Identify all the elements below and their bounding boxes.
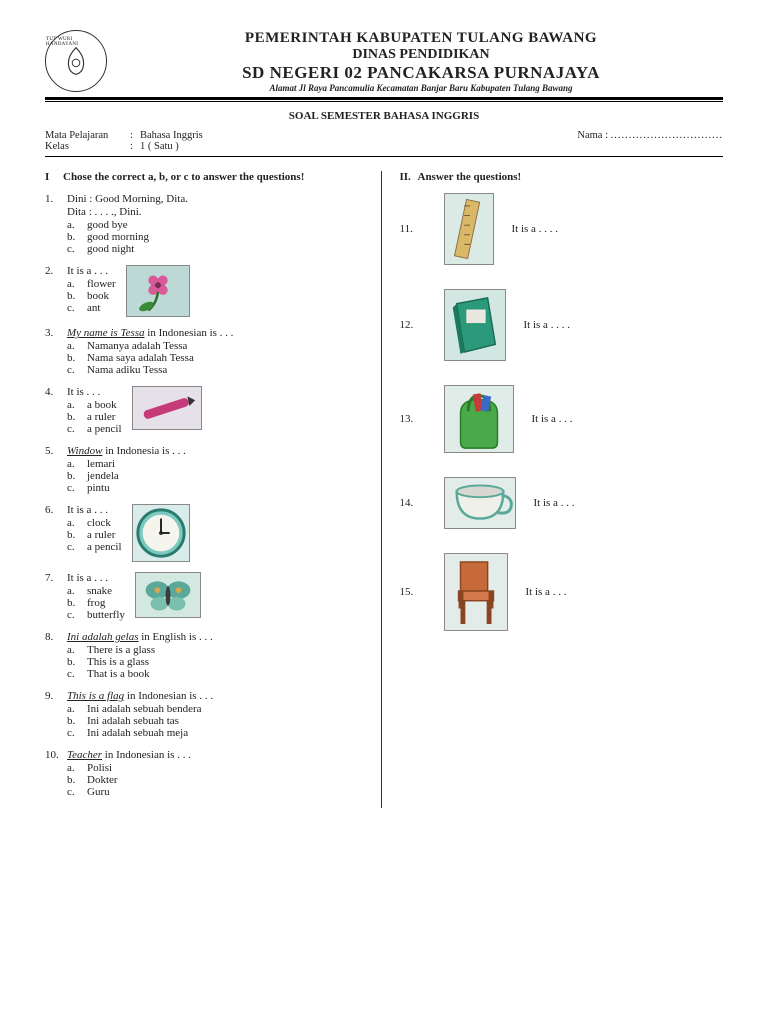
meta-left: Mata Pelajaran : Bahasa Inggris Kelas : …: [45, 130, 203, 152]
option: a.Polisi: [67, 762, 369, 774]
option: c.Ini adalah sebuah meja: [67, 727, 369, 739]
section2-head: II. Answer the questions!: [400, 171, 724, 183]
ruler-icon: [444, 193, 494, 265]
option: c.a pencil: [67, 541, 122, 553]
header-line4: Alamat Jl Raya Pancamulia Kecamatan Banj…: [119, 83, 723, 93]
option: a.lemari: [67, 458, 369, 470]
book-icon: [444, 289, 506, 361]
section1-head: I Chose the correct a, b, or c to answer…: [45, 171, 369, 183]
option: c.That is a book: [67, 668, 369, 680]
exam-title: SOAL SEMESTER BAHASA INGGRIS: [45, 110, 723, 122]
option: a.flower: [67, 278, 116, 290]
option: a.Ini adalah sebuah bendera: [67, 703, 369, 715]
logo-icon: [57, 42, 95, 80]
option: c.Nama adiku Tessa: [67, 364, 369, 376]
question: 15. It is a . . .: [400, 553, 724, 631]
question: 12. It is a . . . .: [400, 289, 724, 361]
header-line2: DINAS PENDIDIKAN: [119, 47, 723, 63]
question: 8.Ini adalah gelas in English is . . .a.…: [45, 631, 369, 680]
document-header: TUT WURI HANDAYANI PEMERINTAH KABUPATEN …: [45, 30, 723, 93]
subject-value: Bahasa Inggris: [140, 130, 203, 141]
option: a.a book: [67, 399, 122, 411]
question: 11. It is a . . . .: [400, 193, 724, 265]
option: b.Ini adalah sebuah tas: [67, 715, 369, 727]
option: c.ant: [67, 302, 116, 314]
chair-icon: [444, 553, 508, 631]
question: 6.It is a . . .a.clockb.a rulerc.a penci…: [45, 504, 369, 562]
column-right: II. Answer the questions! 11. It is a . …: [382, 171, 724, 808]
logo: TUT WURI HANDAYANI: [45, 30, 107, 92]
subject-label: Mata Pelajaran: [45, 130, 130, 141]
class-value: 1 ( Satu ): [140, 141, 179, 152]
question: 2.It is a . . .a.flowerb.bookc.ant: [45, 265, 369, 317]
question: 13. It is a . . .: [400, 385, 724, 453]
question: 5.Window in Indonesia is . . .a.lemarib.…: [45, 445, 369, 494]
option: b.good morning: [67, 231, 369, 243]
content: I Chose the correct a, b, or c to answer…: [45, 171, 723, 808]
header-line3: SD NEGERI 02 PANCAKARSA PURNAJAYA: [119, 63, 723, 83]
option: a.good bye: [67, 219, 369, 231]
option: b.This is a glass: [67, 656, 369, 668]
option: c.good night: [67, 243, 369, 255]
name-label: Nama: [577, 130, 602, 141]
question: 14. It is a . . .: [400, 477, 724, 529]
option: c.Guru: [67, 786, 369, 798]
option: c.a pencil: [67, 423, 122, 435]
logo-text: TUT WURI HANDAYANI: [46, 37, 106, 47]
option: b.a ruler: [67, 529, 122, 541]
cup-icon: [444, 477, 516, 529]
header-text: PEMERINTAH KABUPATEN TULANG BAWANG DINAS…: [119, 30, 723, 93]
question: 10.Teacher in Indonesian is . . .a.Polis…: [45, 749, 369, 798]
bag-icon: [444, 385, 514, 453]
meta-right: Nama : ...............................: [577, 130, 723, 152]
clock-icon: [132, 504, 190, 562]
name-dots: ...............................: [611, 130, 723, 141]
pencil-icon: [132, 386, 202, 430]
option: b.book: [67, 290, 116, 302]
question: 9.This is a flag in Indonesian is . . .a…: [45, 690, 369, 739]
option: b.jendela: [67, 470, 369, 482]
option: b.frog: [67, 597, 125, 609]
flower-icon: [126, 265, 190, 317]
option: a.clock: [67, 517, 122, 529]
column-left: I Chose the correct a, b, or c to answer…: [45, 171, 382, 808]
option: b.Dokter: [67, 774, 369, 786]
divider: [45, 101, 723, 102]
option: b.Nama saya adalah Tessa: [67, 352, 369, 364]
option: c.butterfly: [67, 609, 125, 621]
option: a.snake: [67, 585, 125, 597]
option: b.a ruler: [67, 411, 122, 423]
meta-row: Mata Pelajaran : Bahasa Inggris Kelas : …: [45, 130, 723, 152]
question: 4.It is . . .a.a bookb.a rulerc.a pencil: [45, 386, 369, 435]
option: c.pintu: [67, 482, 369, 494]
option: a.There is a glass: [67, 644, 369, 656]
question: 3.My name is Tessa in Indonesian is . . …: [45, 327, 369, 376]
question: 7.It is a . . .a.snakeb.frogc.butterfly: [45, 572, 369, 621]
option: a.Namanya adalah Tessa: [67, 340, 369, 352]
header-line1: PEMERINTAH KABUPATEN TULANG BAWANG: [119, 30, 723, 47]
class-label: Kelas: [45, 141, 130, 152]
butterfly-icon: [135, 572, 201, 618]
divider: [45, 156, 723, 157]
divider: [45, 97, 723, 100]
question: 1.Dini : Good Morning, Dita.Dita : . . .…: [45, 193, 369, 255]
